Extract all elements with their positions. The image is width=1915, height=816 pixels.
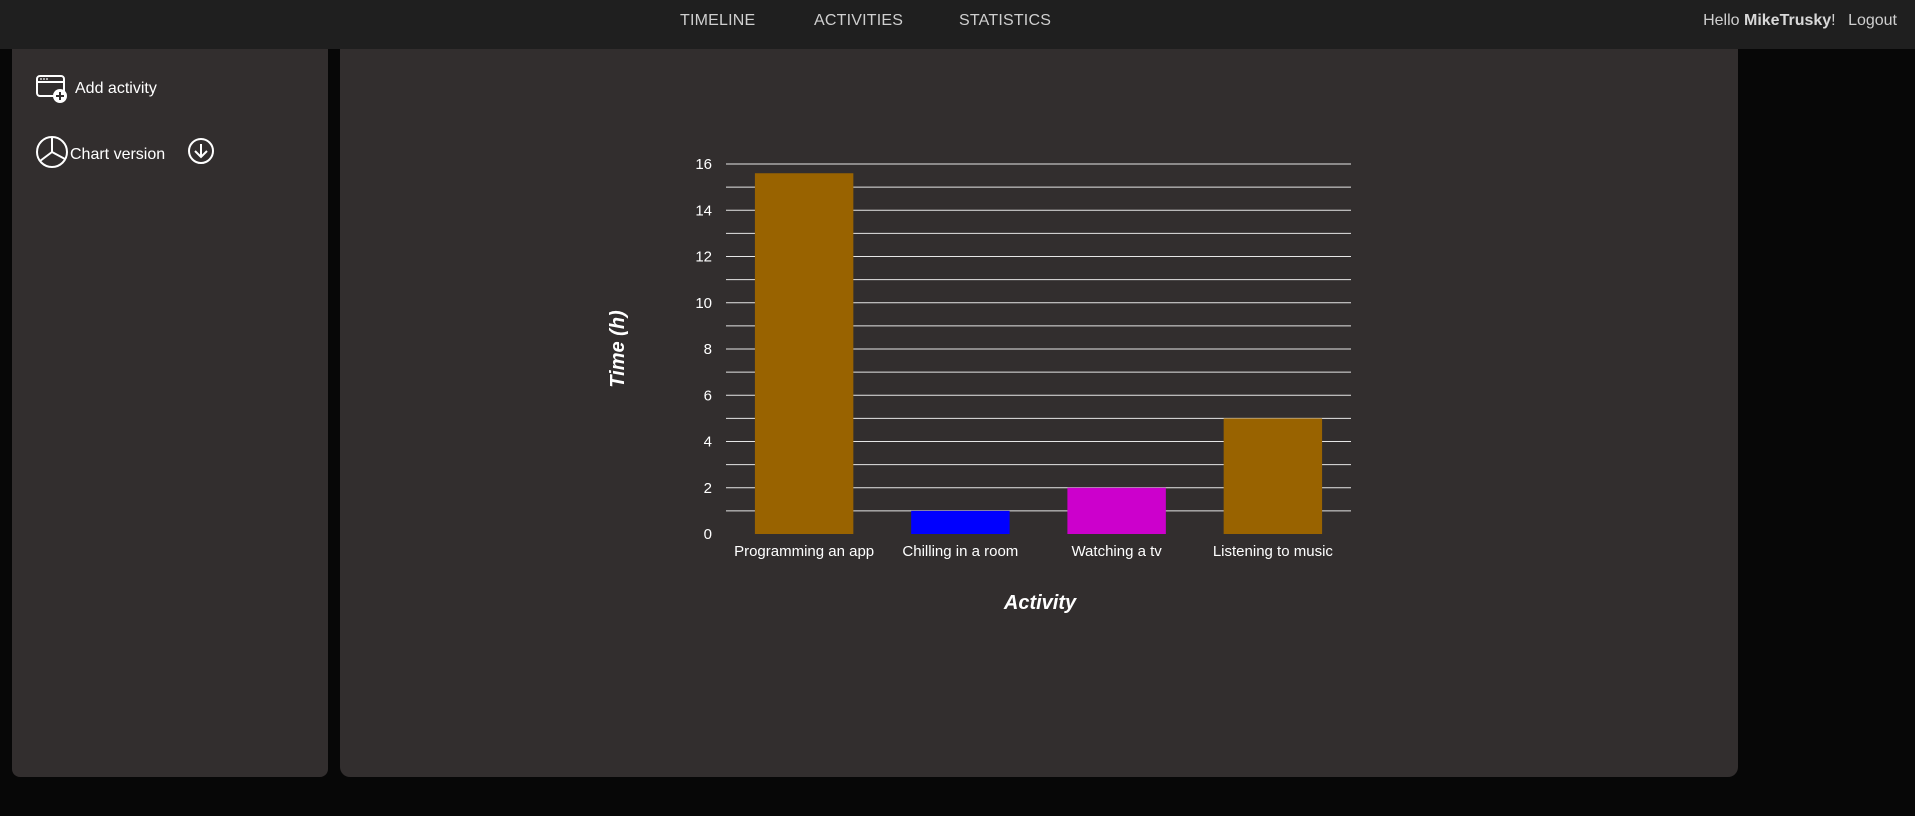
y-tick-label: 10 — [695, 295, 712, 312]
bar — [1067, 487, 1166, 534]
bar — [754, 173, 854, 534]
user-greeting: Hello MikeTrusky! Logout — [1703, 12, 1897, 30]
chart-bars — [754, 173, 1323, 534]
y-tick-label: 14 — [695, 202, 712, 219]
top-navbar: TIMELINE ACTIVITIES STATISTICS Hello Mik… — [0, 0, 1915, 49]
add-window-icon — [35, 74, 69, 104]
username: MikeTrusky — [1744, 12, 1832, 29]
y-tick-label: 16 — [695, 156, 712, 173]
y-tick-label: 6 — [704, 387, 712, 404]
chart-y-ticks: 0 2 4 6 8 10 12 14 16 — [695, 156, 712, 543]
y-tick-label: 0 — [704, 526, 712, 543]
add-activity-button[interactable]: Add activity — [35, 74, 157, 104]
x-tick-label: Chilling in a room — [902, 543, 1018, 560]
chart-version-label: Chart version — [70, 146, 166, 163]
nav-activities-link[interactable]: ACTIVITIES — [814, 12, 904, 29]
greeting-prefix: Hello — [1703, 12, 1744, 29]
logout-link[interactable]: Logout — [1848, 12, 1897, 29]
add-activity-label: Add activity — [75, 80, 157, 97]
x-tick-label: Programming an app — [734, 543, 874, 560]
sidebar: Add activity Chart version — [12, 49, 328, 777]
y-tick-label: 8 — [704, 341, 712, 358]
chart-version-button[interactable]: Chart version — [35, 135, 215, 169]
x-tick-label: Listening to music — [1213, 543, 1334, 560]
statistics-panel: 0 2 4 6 8 10 12 14 16 Programming an app Chilling… — [340, 49, 1738, 777]
greeting-suffix: ! — [1831, 12, 1836, 29]
x-axis-title: Activity — [1003, 592, 1077, 614]
activity-bar-chart: 0 2 4 6 8 10 12 14 16 Programming an app Chilling… — [607, 156, 1351, 614]
arrow-down-circle-icon[interactable] — [187, 137, 215, 165]
y-axis-title: Time (h) — [607, 310, 629, 388]
y-tick-label: 12 — [695, 249, 712, 266]
bar — [911, 510, 1010, 534]
nav-timeline-link[interactable]: TIMELINE — [680, 12, 756, 29]
pie-chart-icon — [35, 135, 69, 169]
y-tick-label: 2 — [704, 480, 712, 497]
x-tick-label: Watching a tv — [1071, 543, 1162, 560]
nav-statistics-link[interactable]: STATISTICS — [959, 12, 1052, 29]
bar — [1223, 418, 1323, 534]
chart-x-ticks: Programming an app Chilling in a room Watc… — [734, 543, 1333, 560]
y-tick-label: 4 — [704, 434, 712, 451]
